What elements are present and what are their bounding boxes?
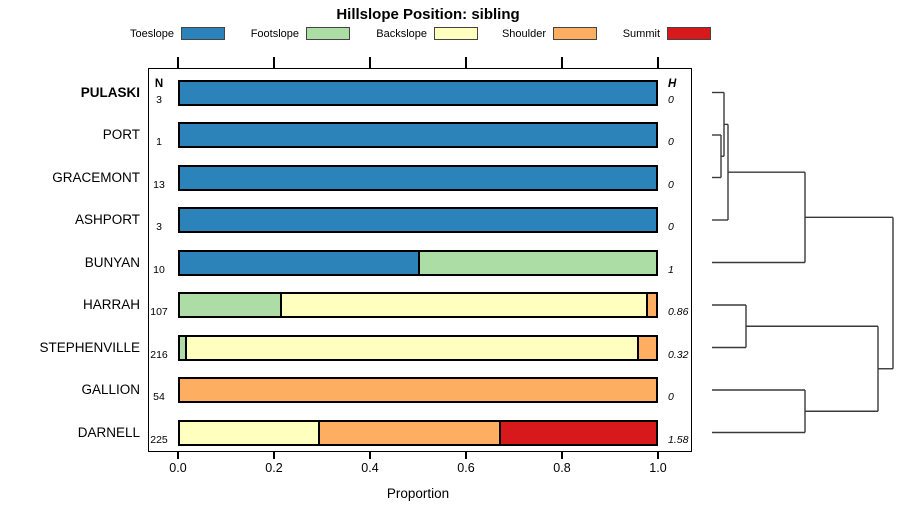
h-value: 0 <box>668 136 674 148</box>
legend-swatch-footslope <box>306 27 350 40</box>
bar-segment-backslope <box>184 336 637 359</box>
x-axis-tick <box>465 452 467 459</box>
x-axis-tick <box>561 57 563 68</box>
bar-segment-toeslope <box>180 166 656 189</box>
h-column-header: H <box>668 78 677 90</box>
x-axis-tick <box>177 57 179 68</box>
stacked-bar <box>178 164 658 191</box>
x-axis-tick <box>657 452 659 459</box>
x-axis-tick <box>369 452 371 459</box>
bar-segment-toeslope <box>180 251 418 274</box>
x-axis-tick <box>273 57 275 68</box>
x-axis-tick <box>657 57 659 68</box>
legend-swatch-toeslope <box>181 27 225 40</box>
h-value: 0 <box>668 178 674 191</box>
x-axis-tick <box>465 57 467 68</box>
stacked-bar <box>178 249 658 276</box>
x-axis-tick <box>273 452 275 459</box>
x-axis-tick-label: 1.0 <box>649 461 667 475</box>
h-value: 0.86 <box>668 306 689 318</box>
bar-segment-shoulder <box>180 379 656 401</box>
series-label: PULASKI <box>80 84 140 100</box>
stacked-bar <box>178 122 658 148</box>
h-value: 0 <box>668 221 674 233</box>
h-value: 1 <box>668 263 674 276</box>
series-label: GRACEMONT <box>52 169 140 185</box>
series-label: DARNELL <box>77 424 140 440</box>
legend-label-toeslope: Toeslope <box>129 28 174 40</box>
series-label: GALLION <box>81 382 140 397</box>
bar-segment-summit <box>498 421 656 444</box>
stacked-bar <box>178 207 658 233</box>
series-label: PORT <box>102 127 140 142</box>
x-axis-tick <box>561 452 563 459</box>
n-value: 216 <box>150 348 168 361</box>
bar-segment-shoulder <box>318 421 499 444</box>
bar-segment-backslope <box>180 421 319 444</box>
n-value: 13 <box>153 178 165 191</box>
n-column-header: N <box>154 78 164 90</box>
legend-label-footslope: Footslope <box>250 28 299 40</box>
stacked-bar <box>178 419 658 446</box>
x-axis-tick <box>177 452 179 459</box>
n-value: 3 <box>156 93 162 106</box>
n-value: 3 <box>156 221 162 233</box>
x-axis-tick-label: 0.4 <box>361 461 379 475</box>
series-label: HARRAH <box>82 297 140 312</box>
bar-segment-toeslope <box>180 124 656 146</box>
legend-swatch-shoulder <box>553 27 597 40</box>
x-axis-title: Proportion <box>386 486 450 501</box>
bar-segment-shoulder <box>636 336 656 359</box>
n-value: 225 <box>150 433 168 446</box>
n-value: 107 <box>150 306 168 318</box>
x-axis-tick-label: 0.6 <box>457 461 475 475</box>
stacked-bar <box>178 79 658 106</box>
n-value: 1 <box>156 136 162 148</box>
bar-segment-backslope <box>279 294 647 316</box>
h-value: 0 <box>668 93 674 106</box>
legend-swatch-summit <box>667 27 711 40</box>
legend-label-shoulder: Shoulder <box>501 28 546 40</box>
legend-swatch-backslope <box>434 27 478 40</box>
stacked-bar <box>178 334 658 361</box>
bar-segment-toeslope <box>180 81 656 104</box>
bar-segment-footslope <box>418 251 656 274</box>
legend-label-summit: Summit <box>622 28 660 40</box>
n-value: 54 <box>153 391 165 403</box>
x-axis-tick <box>369 57 371 68</box>
series-label: ASHPORT <box>74 212 140 227</box>
chart-title: Hillslope Position: sibling <box>336 6 520 23</box>
x-axis-tick-label: 0.2 <box>265 461 283 475</box>
x-axis-tick-label: 0.8 <box>553 461 571 475</box>
stacked-bar <box>178 377 658 403</box>
plot-area <box>148 68 692 452</box>
bar-segment-footslope <box>180 294 280 316</box>
h-value: 0.32 <box>668 348 689 361</box>
bar-segment-shoulder <box>646 294 656 316</box>
series-label: STEPHENVILLE <box>39 339 140 355</box>
h-value: 0 <box>668 391 674 403</box>
x-axis-tick-label: 0.0 <box>169 461 187 475</box>
h-value: 1.58 <box>668 433 689 446</box>
bar-segment-toeslope <box>180 209 656 231</box>
legend-label-backslope: Backslope <box>376 28 427 40</box>
n-value: 10 <box>153 263 165 276</box>
bar-segment-footslope <box>180 336 185 359</box>
stacked-bar <box>178 292 658 318</box>
series-label: BUNYAN <box>84 254 140 270</box>
